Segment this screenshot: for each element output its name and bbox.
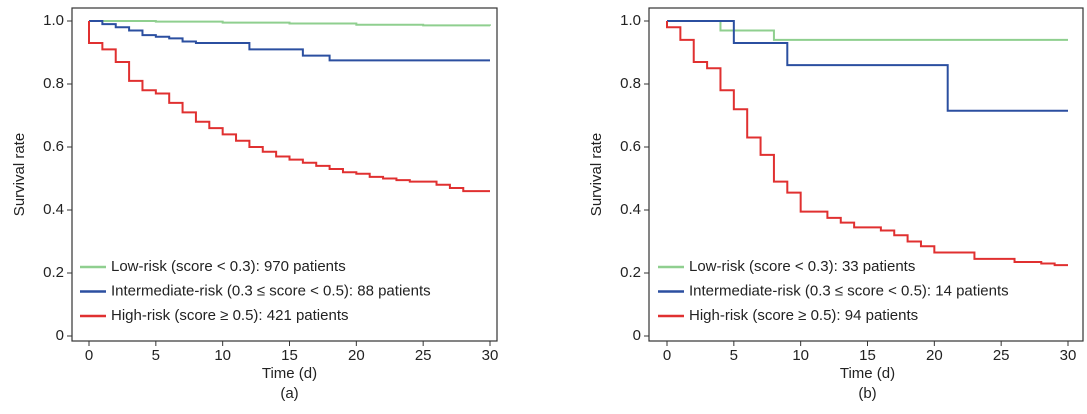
survival-curve	[89, 20, 490, 62]
x-tick-label: 30	[1060, 347, 1077, 364]
legend-label: Low-risk (score < 0.3): 970 patients	[111, 258, 346, 275]
y-tick-label: 1.0	[620, 12, 641, 29]
y-tick-label: 0.8	[620, 75, 641, 92]
x-tick-label: 25	[415, 347, 432, 364]
legend-label: Intermediate-risk (0.3 ≤ score < 0.5): 1…	[689, 282, 1009, 299]
legend-label: High-risk (score ≥ 0.5): 94 patients	[689, 307, 918, 324]
y-tick-label: 0.2	[43, 264, 64, 281]
legend-label: Low-risk (score < 0.3): 33 patients	[689, 258, 915, 275]
x-tick-label: 10	[214, 347, 231, 364]
y-axis-label: Survival rate	[11, 133, 28, 216]
x-tick-label: 0	[85, 347, 93, 364]
y-tick-label: 1.0	[43, 12, 64, 29]
x-tick-label: 10	[792, 347, 809, 364]
x-tick-label: 5	[152, 347, 160, 364]
plot-frame	[648, 7, 1084, 342]
legend-label: High-risk (score ≥ 0.5): 421 patients	[111, 307, 349, 324]
survival-curve	[667, 20, 1068, 112]
plot-frame	[71, 7, 498, 342]
y-axis-label: Survival rate	[588, 133, 605, 216]
x-tick-label: 15	[281, 347, 298, 364]
y-tick-label: 0	[56, 327, 64, 344]
survival-curve	[666, 21, 1068, 267]
survival-curve	[667, 20, 1068, 41]
x-tick-label: 0	[663, 347, 671, 364]
x-axis-label: Time (d)	[262, 365, 317, 382]
x-axis-label: Time (d)	[840, 365, 895, 382]
caption: (b)	[858, 385, 876, 402]
x-tick-label: 15	[859, 347, 876, 364]
y-tick-label: 0.4	[620, 201, 641, 218]
y-tick-label: 0.6	[620, 138, 641, 155]
survival-curve	[88, 21, 490, 193]
x-tick-label: 20	[926, 347, 943, 364]
legend-label: Intermediate-risk (0.3 ≤ score < 0.5): 8…	[111, 282, 431, 299]
y-tick-label: 0.8	[43, 75, 64, 92]
survival-curve	[89, 20, 491, 27]
x-tick-label: 30	[482, 347, 499, 364]
y-tick-label: 0.6	[43, 138, 64, 155]
x-tick-label: 5	[730, 347, 738, 364]
y-tick-label: 0.4	[43, 201, 64, 218]
x-tick-label: 25	[993, 347, 1010, 364]
y-tick-label: 0.2	[620, 264, 641, 281]
y-tick-label: 0	[633, 327, 641, 344]
x-tick-label: 20	[348, 347, 365, 364]
caption: (a)	[280, 385, 298, 402]
